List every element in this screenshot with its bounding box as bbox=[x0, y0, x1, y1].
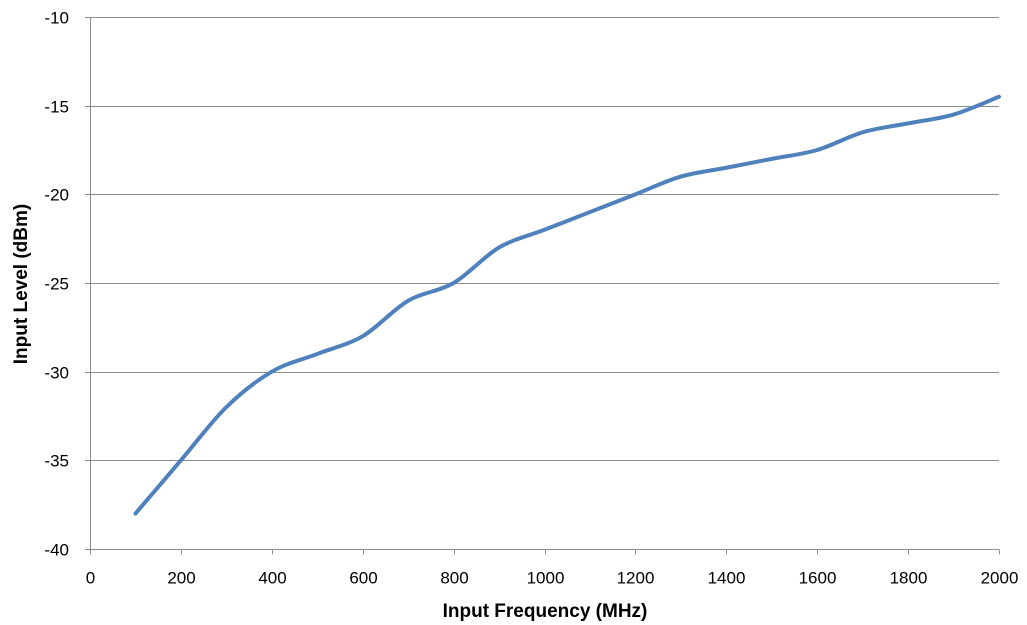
y-tick-label: -20 bbox=[44, 186, 69, 205]
x-tick-label: 1400 bbox=[708, 569, 746, 588]
gridlines bbox=[90, 17, 999, 461]
series-line bbox=[133, 94, 1001, 516]
x-tick-label: 600 bbox=[349, 569, 377, 588]
x-tick-label: 1600 bbox=[799, 569, 837, 588]
x-tick-label: 1200 bbox=[617, 569, 655, 588]
y-tick-label: -25 bbox=[44, 275, 69, 294]
x-tick-labels: 0 200 400 600 800 1000 1200 1400 1600 1800 2000 bbox=[86, 569, 1019, 588]
x-tick-label: 1800 bbox=[890, 569, 928, 588]
x-axis-title: Input Frequency (MHz) bbox=[443, 601, 648, 622]
x-tick-label: 200 bbox=[167, 569, 195, 588]
x-tick-label: 1000 bbox=[527, 569, 565, 588]
y-tick-label: -35 bbox=[44, 452, 69, 471]
x-tick-label: 2000 bbox=[981, 569, 1019, 588]
x-tick-label: 400 bbox=[258, 569, 286, 588]
y-tick-label: -30 bbox=[44, 364, 69, 383]
x-tick-label: 800 bbox=[440, 569, 468, 588]
axes bbox=[85, 17, 1000, 555]
x-tick-label: 0 bbox=[86, 569, 95, 588]
series-layer bbox=[133, 94, 1001, 516]
y-tick-label: -40 bbox=[44, 541, 69, 560]
y-axis-title: Input Level (dBm) bbox=[11, 204, 32, 364]
y-tick-labels: -10 -15 -20 -25 -30 -35 -40 bbox=[44, 9, 69, 560]
y-tick-label: -10 bbox=[44, 9, 69, 28]
y-tick-label: -15 bbox=[44, 98, 69, 117]
